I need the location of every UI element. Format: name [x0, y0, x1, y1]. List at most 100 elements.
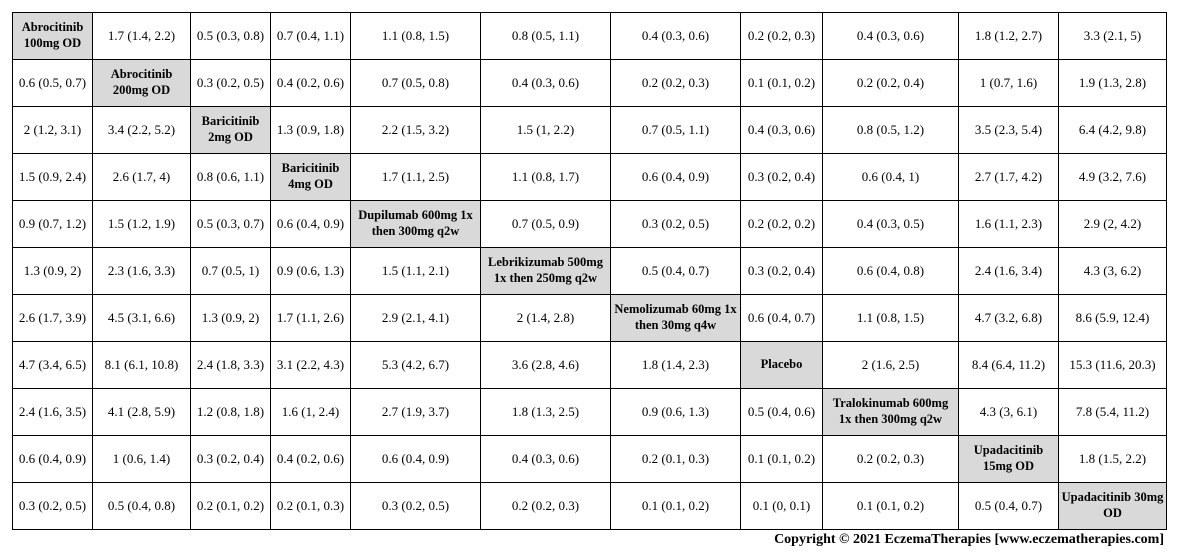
table-cell: 1.3 (0.9, 2) [191, 295, 271, 342]
table-cell: 1.8 (1.3, 2.5) [481, 389, 611, 436]
table-cell: 0.1 (0.1, 0.2) [741, 60, 823, 107]
table-cell: 0.6 (0.5, 0.7) [13, 60, 93, 107]
table-cell: 1.6 (1, 2.4) [271, 389, 351, 436]
table-cell: 1.1 (0.8, 1.7) [481, 154, 611, 201]
table-cell: 6.4 (4.2, 9.8) [1059, 107, 1167, 154]
table-cell: 0.9 (0.6, 1.3) [271, 248, 351, 295]
table-row: 1.5 (0.9, 2.4)2.6 (1.7, 4)0.8 (0.6, 1.1)… [13, 154, 1167, 201]
table-row: 0.6 (0.5, 0.7)Abrocitinib 200mg OD0.3 (0… [13, 60, 1167, 107]
table-cell: 2.7 (1.7, 4.2) [959, 154, 1059, 201]
table-cell: 1.6 (1.1, 2.3) [959, 201, 1059, 248]
copyright-text: Copyright © 2021 EczemaTherapies [www.ec… [12, 532, 1166, 548]
table-cell: 0.8 (0.5, 1.2) [823, 107, 959, 154]
table-cell: 0.4 (0.3, 0.6) [481, 436, 611, 483]
table-cell: 2.7 (1.9, 3.7) [351, 389, 481, 436]
table-cell: 1.8 (1.5, 2.2) [1059, 436, 1167, 483]
table-cell: 1.1 (0.8, 1.5) [823, 295, 959, 342]
table-cell: 0.6 (0.4, 0.9) [351, 436, 481, 483]
table-cell: 0.4 (0.2, 0.6) [271, 60, 351, 107]
table-cell: 2.2 (1.5, 3.2) [351, 107, 481, 154]
table-cell: 1 (0.7, 1.6) [959, 60, 1059, 107]
table-cell: 2.9 (2, 4.2) [1059, 201, 1167, 248]
table-cell: 1.5 (1.1, 2.1) [351, 248, 481, 295]
diagonal-label: Baricitinib 2mg OD [191, 107, 271, 154]
table-cell: 2 (1.2, 3.1) [13, 107, 93, 154]
table-cell: 0.7 (0.5, 0.8) [351, 60, 481, 107]
table-cell: 4.3 (3, 6.1) [959, 389, 1059, 436]
table-cell: 2.6 (1.7, 4) [93, 154, 191, 201]
table-row: 2 (1.2, 3.1)3.4 (2.2, 5.2)Baricitinib 2m… [13, 107, 1167, 154]
diagonal-label: Upadacitinib 15mg OD [959, 436, 1059, 483]
table-cell: 2.6 (1.7, 3.9) [13, 295, 93, 342]
table-cell: 8.6 (5.9, 12.4) [1059, 295, 1167, 342]
table-cell: 0.4 (0.3, 0.6) [611, 13, 741, 60]
table-cell: 2.3 (1.6, 3.3) [93, 248, 191, 295]
table-row: Abrocitinib 100mg OD1.7 (1.4, 2.2)0.5 (0… [13, 13, 1167, 60]
table-cell: 8.1 (6.1, 10.8) [93, 342, 191, 389]
table-cell: 3.6 (2.8, 4.6) [481, 342, 611, 389]
table-cell: 0.7 (0.5, 1) [191, 248, 271, 295]
table-row: 0.6 (0.4, 0.9)1 (0.6, 1.4)0.3 (0.2, 0.4)… [13, 436, 1167, 483]
table-row: 2.4 (1.6, 3.5)4.1 (2.8, 5.9)1.2 (0.8, 1.… [13, 389, 1167, 436]
table-row: 1.3 (0.9, 2)2.3 (1.6, 3.3)0.7 (0.5, 1)0.… [13, 248, 1167, 295]
table-cell: 2 (1.6, 2.5) [823, 342, 959, 389]
table-cell: 1.5 (0.9, 2.4) [13, 154, 93, 201]
table-cell: 0.8 (0.5, 1.1) [481, 13, 611, 60]
table-cell: 0.1 (0, 0.1) [741, 483, 823, 530]
diagonal-label: Tralokinumab 600mg 1x then 300mg q2w [823, 389, 959, 436]
table-cell: 0.3 (0.2, 0.4) [741, 154, 823, 201]
table-cell: 0.2 (0.1, 0.2) [191, 483, 271, 530]
diagonal-label: Baricitinib 4mg OD [271, 154, 351, 201]
table-cell: 0.4 (0.3, 0.6) [741, 107, 823, 154]
table-cell: 4.1 (2.8, 5.9) [93, 389, 191, 436]
table-cell: 0.7 (0.5, 1.1) [611, 107, 741, 154]
table-cell: 3.5 (2.3, 5.4) [959, 107, 1059, 154]
table-row: 0.9 (0.7, 1.2)1.5 (1.2, 1.9)0.5 (0.3, 0.… [13, 201, 1167, 248]
table-cell: 4.7 (3.2, 6.8) [959, 295, 1059, 342]
table-cell: 0.4 (0.3, 0.5) [823, 201, 959, 248]
table-cell: 0.2 (0.2, 0.3) [823, 436, 959, 483]
table-cell: 3.1 (2.2, 4.3) [271, 342, 351, 389]
table-cell: 2.9 (2.1, 4.1) [351, 295, 481, 342]
diagonal-label: Lebrikizumab 500mg 1x then 250mg q2w [481, 248, 611, 295]
table-cell: 0.6 (0.4, 0.9) [611, 154, 741, 201]
table-cell: 15.3 (11.6, 20.3) [1059, 342, 1167, 389]
table-cell: 0.2 (0.2, 0.3) [481, 483, 611, 530]
table-cell: 1 (0.6, 1.4) [93, 436, 191, 483]
table-cell: 7.8 (5.4, 11.2) [1059, 389, 1167, 436]
diagonal-label: Dupilumab 600mg 1x then 300mg q2w [351, 201, 481, 248]
table-cell: 8.4 (6.4, 11.2) [959, 342, 1059, 389]
table-cell: 0.2 (0.1, 0.3) [271, 483, 351, 530]
table-cell: 1.8 (1.4, 2.3) [611, 342, 741, 389]
table-cell: 4.9 (3.2, 7.6) [1059, 154, 1167, 201]
table-cell: 0.4 (0.3, 0.6) [481, 60, 611, 107]
table-cell: 1.9 (1.3, 2.8) [1059, 60, 1167, 107]
table-cell: 0.1 (0.1, 0.2) [823, 483, 959, 530]
table-cell: 2.4 (1.6, 3.4) [959, 248, 1059, 295]
table-cell: 0.3 (0.2, 0.5) [191, 60, 271, 107]
table-cell: 0.3 (0.2, 0.5) [351, 483, 481, 530]
table-row: 0.3 (0.2, 0.5)0.5 (0.4, 0.8)0.2 (0.1, 0.… [13, 483, 1167, 530]
table-cell: 1.7 (1.4, 2.2) [93, 13, 191, 60]
table-cell: 0.7 (0.5, 0.9) [481, 201, 611, 248]
table-cell: 3.4 (2.2, 5.2) [93, 107, 191, 154]
table-cell: 1.5 (1, 2.2) [481, 107, 611, 154]
table-cell: 4.7 (3.4, 6.5) [13, 342, 93, 389]
table-cell: 0.6 (0.4, 0.7) [741, 295, 823, 342]
table-row: 2.6 (1.7, 3.9)4.5 (3.1, 6.6)1.3 (0.9, 2)… [13, 295, 1167, 342]
league-table-body: Abrocitinib 100mg OD1.7 (1.4, 2.2)0.5 (0… [13, 13, 1167, 530]
table-cell: 0.5 (0.4, 0.7) [611, 248, 741, 295]
diagonal-label: Placebo [741, 342, 823, 389]
table-cell: 0.6 (0.4, 0.9) [13, 436, 93, 483]
table-cell: 0.6 (0.4, 0.9) [271, 201, 351, 248]
table-cell: 0.7 (0.4, 1.1) [271, 13, 351, 60]
table-cell: 0.2 (0.2, 0.4) [823, 60, 959, 107]
table-cell: 0.6 (0.4, 1) [823, 154, 959, 201]
table-cell: 1.3 (0.9, 2) [13, 248, 93, 295]
table-cell: 0.5 (0.4, 0.8) [93, 483, 191, 530]
table-cell: 5.3 (4.2, 6.7) [351, 342, 481, 389]
table-cell: 0.5 (0.3, 0.7) [191, 201, 271, 248]
table-cell: 1.8 (1.2, 2.7) [959, 13, 1059, 60]
table-cell: 2 (1.4, 2.8) [481, 295, 611, 342]
table-cell: 0.6 (0.4, 0.8) [823, 248, 959, 295]
